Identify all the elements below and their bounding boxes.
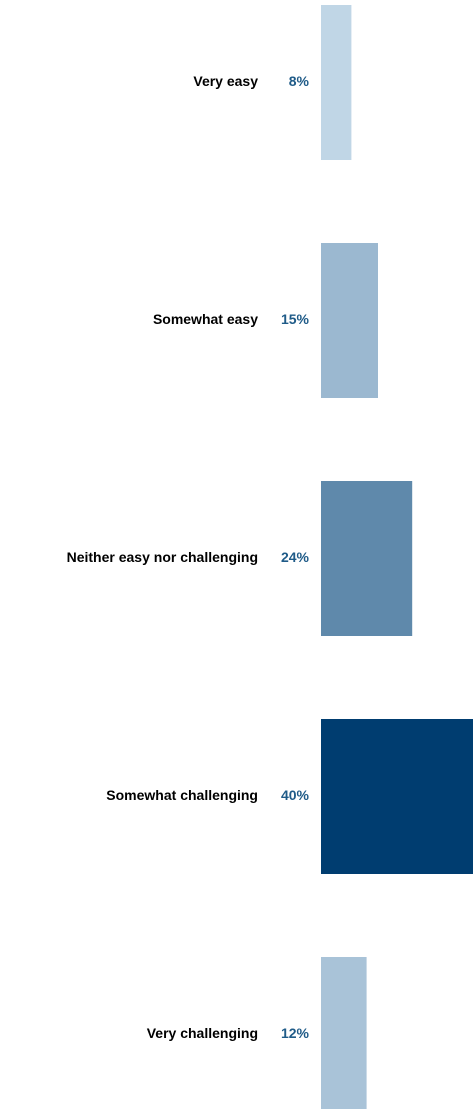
category-label-very-challenging: Very challenging <box>147 1025 258 1041</box>
bar-group-very-easy: 8% Very easy <box>193 5 352 160</box>
value-label-neither-easy-nor-challenging: 24% <box>281 549 310 565</box>
value-label-somewhat-challenging: 40% <box>281 787 310 803</box>
bar-very-easy <box>321 5 352 160</box>
category-label-very-easy: Very easy <box>193 73 258 89</box>
value-label-very-easy: 8% <box>289 73 310 89</box>
bar-neither-easy-nor-challenging <box>321 481 413 636</box>
bar-very-challenging <box>321 957 367 1109</box>
bar-group-very-challenging: 12% Very challenging <box>147 957 367 1109</box>
value-label-very-challenging: 12% <box>281 1025 310 1041</box>
value-label-somewhat-easy: 15% <box>281 311 310 327</box>
bar-group-somewhat-easy: 15% Somewhat easy <box>153 243 378 398</box>
bar-somewhat-easy <box>321 243 378 398</box>
bar-somewhat-challenging <box>321 719 473 874</box>
category-label-neither-easy-nor-challenging: Neither easy nor challenging <box>67 549 258 565</box>
category-label-somewhat-challenging: Somewhat challenging <box>106 787 258 803</box>
category-label-somewhat-easy: Somewhat easy <box>153 311 258 327</box>
bar-group-neither-easy-nor-challenging: 24% Neither easy nor challenging <box>67 481 413 636</box>
bar-group-somewhat-challenging: 40% Somewhat challenging <box>106 719 473 874</box>
